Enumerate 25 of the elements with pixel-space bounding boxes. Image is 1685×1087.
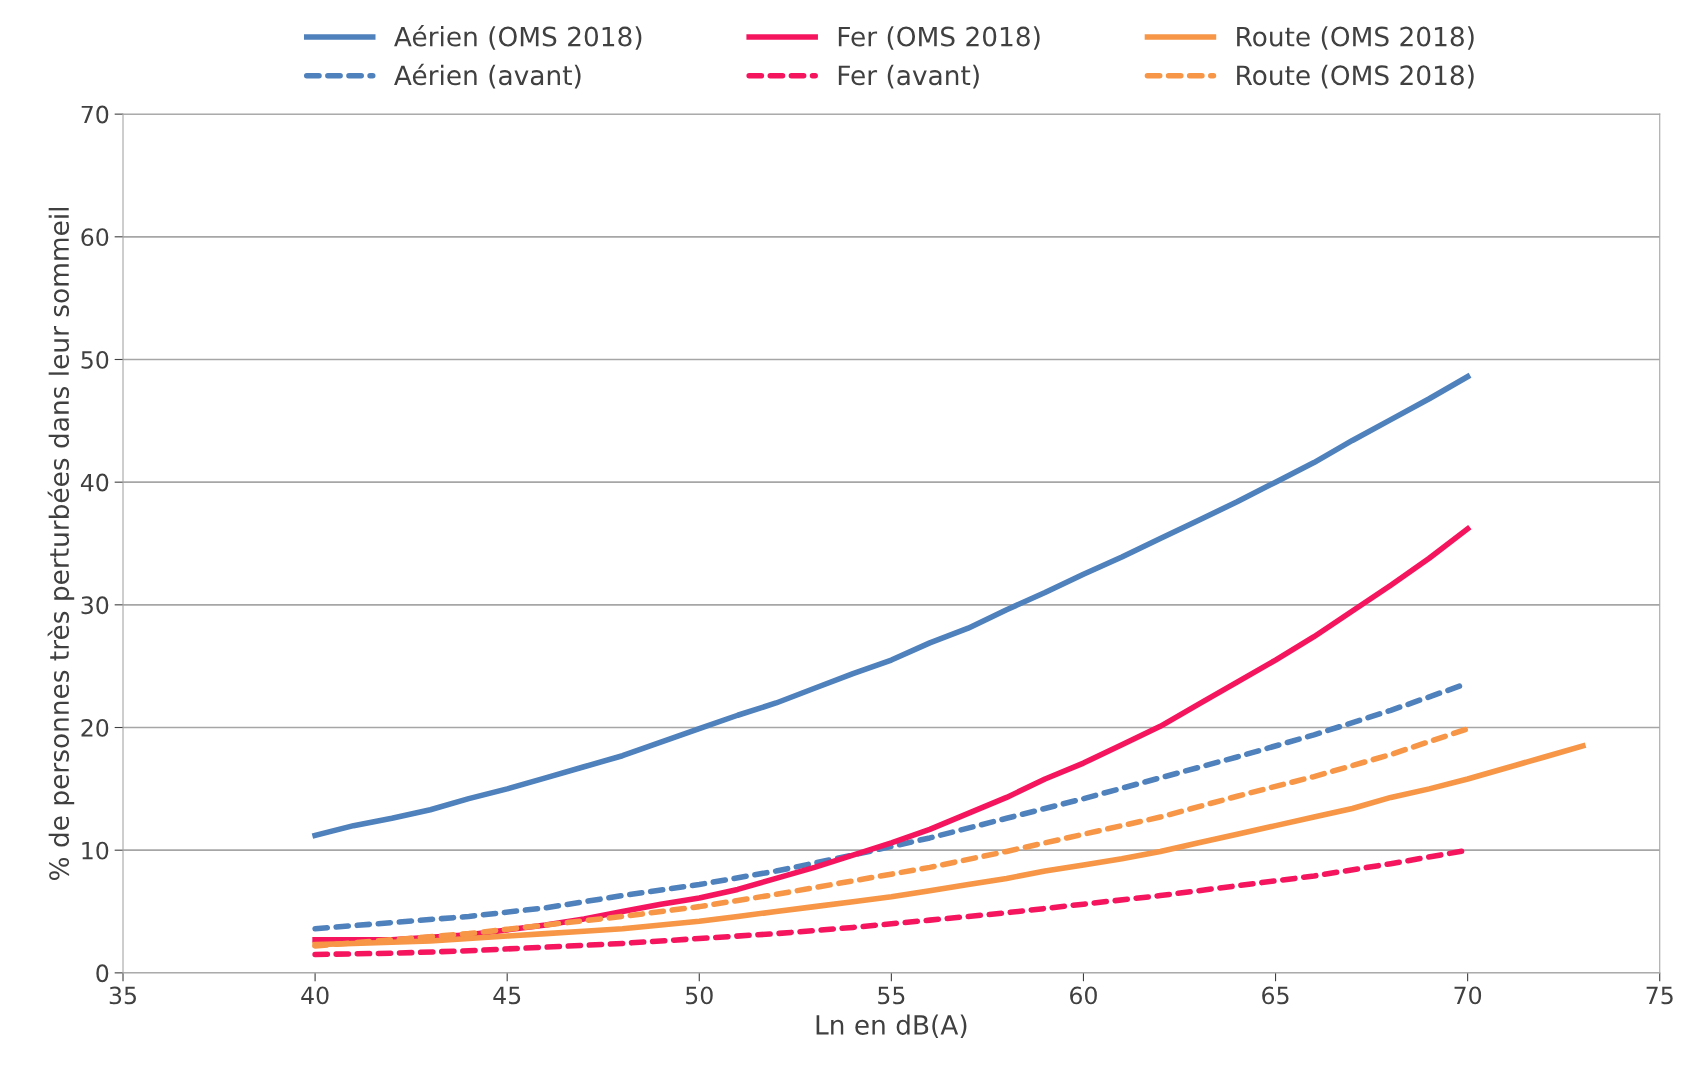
y-tick-label: 10	[82, 841, 109, 860]
legend-label: Aérien (avant)	[394, 63, 581, 89]
legend-label: Aérien (OMS 2018)	[394, 25, 642, 50]
y-axis-title: % de personnes très perturbées dans leur sommeil	[47, 207, 75, 881]
x-tick-label: 65	[1262, 986, 1289, 1005]
legend-label: Fer (avant)	[838, 64, 979, 89]
x-tick-label: 45	[493, 986, 521, 1005]
y-tick-label: 30	[81, 596, 109, 615]
x-tick-label: 75	[1646, 986, 1673, 1005]
x-axis-title: Ln en dB(A)	[816, 1014, 967, 1038]
y-tick-label: 40	[80, 473, 109, 492]
x-tick-label: 35	[109, 986, 136, 1005]
x-tick-label: 55	[878, 986, 905, 1005]
y-tick-label: 50	[81, 350, 109, 369]
legend-label: Route (OMS 2018)	[1237, 64, 1474, 89]
y-tick-label: 0	[96, 964, 109, 983]
x-tick-label: 40	[301, 986, 329, 1005]
y-tick-label: 20	[81, 718, 109, 737]
x-tick-label: 70	[1454, 986, 1482, 1005]
y-tick-label: 70	[81, 105, 109, 124]
x-tick-label: 50	[686, 986, 713, 1005]
x-tick-label: 60	[1070, 986, 1097, 1005]
y-tick-label: 60	[81, 228, 109, 247]
legend-label: Fer (OMS 2018)	[838, 26, 1040, 50]
legend-label: Route (OMS 2018)	[1237, 26, 1474, 50]
